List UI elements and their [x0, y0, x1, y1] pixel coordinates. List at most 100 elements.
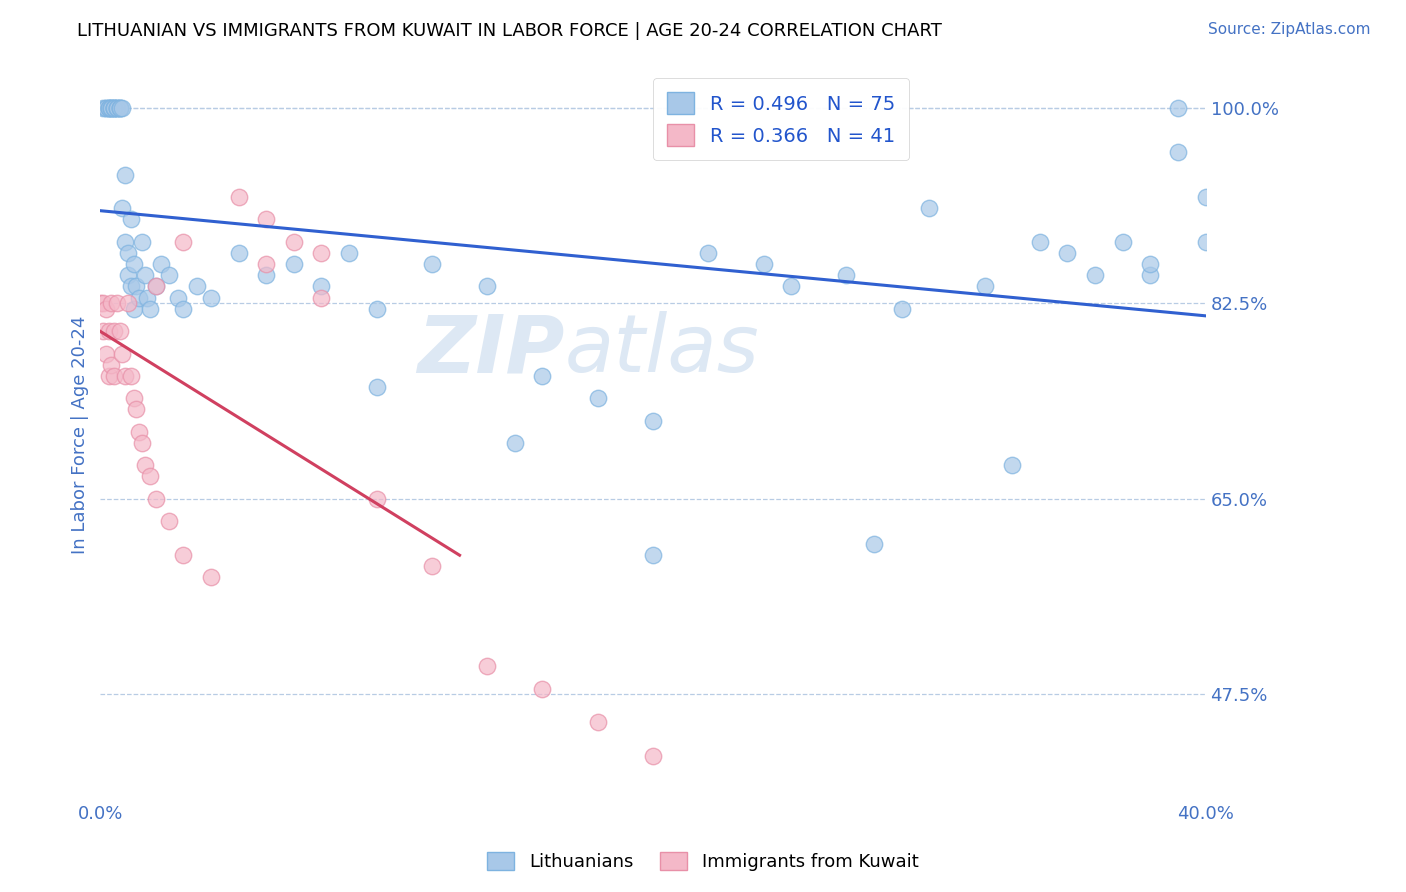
Point: [159, 514, 181, 528]
Point: [114, 168, 136, 182]
Point: [172, 235, 194, 249]
Point: [311, 291, 333, 305]
Point: [108, 324, 131, 338]
Point: [145, 491, 167, 506]
Point: [108, 101, 131, 115]
Point: [1195, 190, 1218, 204]
Point: [100, 296, 122, 310]
Point: [586, 391, 609, 405]
Point: [122, 391, 145, 405]
Point: [200, 291, 222, 305]
Point: [97, 324, 120, 338]
Text: Source: ZipAtlas.com: Source: ZipAtlas.com: [1208, 22, 1371, 37]
Point: [1167, 145, 1189, 160]
Point: [1167, 101, 1189, 115]
Point: [97, 101, 120, 115]
Point: [131, 235, 153, 249]
Point: [752, 257, 775, 271]
Point: [159, 268, 181, 283]
Point: [94, 346, 117, 360]
Text: LITHUANIAN VS IMMIGRANTS FROM KUWAIT IN LABOR FORCE | AGE 20-24 CORRELATION CHAR: LITHUANIAN VS IMMIGRANTS FROM KUWAIT IN …: [77, 22, 942, 40]
Point: [111, 201, 134, 215]
Point: [641, 414, 664, 428]
Point: [311, 246, 333, 260]
Point: [1112, 235, 1135, 249]
Point: [105, 101, 128, 115]
Point: [103, 324, 125, 338]
Point: [186, 279, 208, 293]
Point: [166, 291, 188, 305]
Point: [114, 368, 136, 383]
Point: [91, 296, 114, 310]
Point: [94, 101, 117, 115]
Point: [97, 101, 120, 115]
Point: [94, 301, 117, 316]
Point: [172, 548, 194, 562]
Point: [91, 324, 114, 338]
Point: [586, 715, 609, 730]
Point: [125, 279, 148, 293]
Point: [835, 268, 858, 283]
Point: [122, 301, 145, 316]
Point: [366, 380, 388, 394]
Point: [114, 235, 136, 249]
Point: [108, 101, 131, 115]
Point: [103, 101, 125, 115]
Point: [531, 681, 554, 696]
Point: [228, 190, 250, 204]
Point: [117, 246, 139, 260]
Point: [120, 212, 142, 227]
Point: [89, 296, 111, 310]
Point: [139, 469, 162, 483]
Point: [111, 101, 134, 115]
Y-axis label: In Labor Force | Age 20-24: In Labor Force | Age 20-24: [72, 316, 89, 554]
Point: [100, 101, 122, 115]
Point: [863, 536, 886, 550]
Point: [311, 279, 333, 293]
Point: [122, 257, 145, 271]
Point: [503, 436, 526, 450]
Point: [97, 101, 120, 115]
Text: ZIP: ZIP: [418, 311, 565, 390]
Point: [366, 491, 388, 506]
Point: [366, 301, 388, 316]
Point: [100, 101, 122, 115]
Point: [228, 246, 250, 260]
Point: [200, 570, 222, 584]
Point: [103, 101, 125, 115]
Point: [120, 368, 142, 383]
Point: [134, 458, 156, 473]
Point: [531, 368, 554, 383]
Point: [254, 268, 277, 283]
Point: [117, 268, 139, 283]
Point: [136, 291, 159, 305]
Point: [477, 279, 499, 293]
Point: [108, 101, 131, 115]
Point: [641, 748, 664, 763]
Point: [100, 101, 122, 115]
Point: [105, 296, 128, 310]
Point: [100, 358, 122, 372]
Point: [103, 101, 125, 115]
Point: [1001, 458, 1024, 473]
Point: [420, 558, 443, 573]
Legend: R = 0.496   N = 75, R = 0.366   N = 41: R = 0.496 N = 75, R = 0.366 N = 41: [654, 78, 908, 160]
Point: [1084, 268, 1107, 283]
Point: [697, 246, 720, 260]
Point: [120, 279, 142, 293]
Point: [1139, 268, 1161, 283]
Point: [283, 235, 305, 249]
Point: [254, 212, 277, 227]
Point: [337, 246, 360, 260]
Point: [145, 279, 167, 293]
Point: [283, 257, 305, 271]
Point: [780, 279, 803, 293]
Point: [105, 101, 128, 115]
Point: [973, 279, 995, 293]
Point: [420, 257, 443, 271]
Point: [105, 101, 128, 115]
Point: [172, 301, 194, 316]
Point: [103, 368, 125, 383]
Legend: Lithuanians, Immigrants from Kuwait: Lithuanians, Immigrants from Kuwait: [479, 845, 927, 879]
Point: [128, 425, 150, 439]
